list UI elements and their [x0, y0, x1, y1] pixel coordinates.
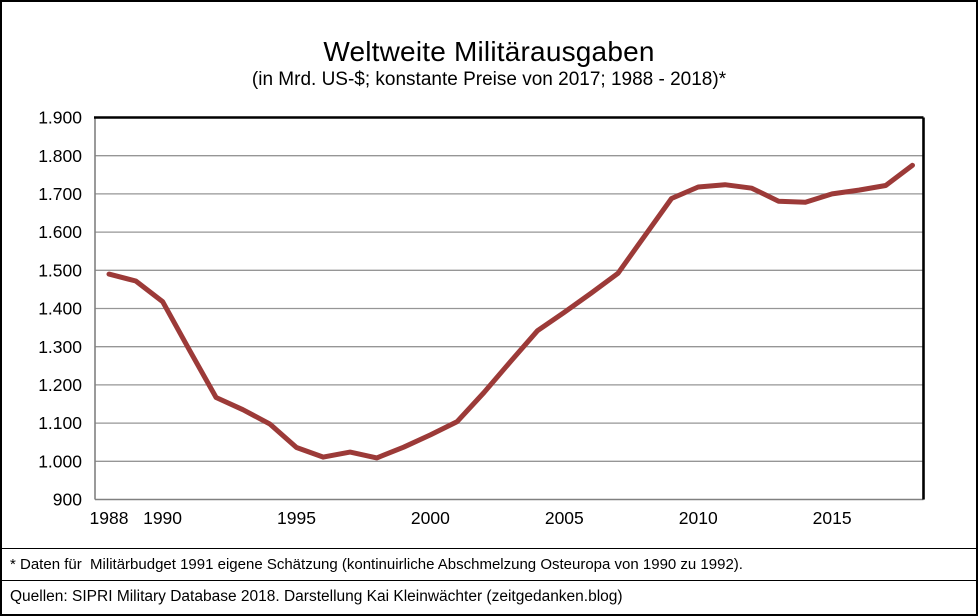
- y-tick-label-1.300: 1.300: [38, 337, 82, 357]
- x-tick-label-2010: 2010: [679, 508, 718, 528]
- y-tick-label-1.000: 1.000: [38, 451, 82, 471]
- y-tick-label-1.800: 1.800: [38, 146, 82, 166]
- chart-title: Weltweite Militärausgaben: [323, 36, 655, 67]
- chart-source: Quellen: SIPRI Military Database 2018. D…: [2, 580, 976, 614]
- y-tick-label-1.600: 1.600: [38, 222, 82, 242]
- chart-footnote: * Daten für Militärbudget 1991 eigene Sc…: [2, 548, 976, 580]
- x-tick-label-2000: 2000: [411, 508, 450, 528]
- y-tick-label-1.200: 1.200: [38, 375, 82, 395]
- y-tick-label-1.500: 1.500: [38, 260, 82, 280]
- chart-subtitle: (in Mrd. US-$; konstante Preise von 2017…: [251, 69, 727, 90]
- x-tick-label-1988: 1988: [90, 508, 129, 528]
- data-line-military-expenditure: [106, 162, 915, 461]
- y-tick-label-900: 900: [53, 490, 82, 510]
- y-tick-label-1.100: 1.100: [38, 413, 82, 433]
- x-tick-label-1990: 1990: [143, 508, 182, 528]
- x-tick-label-2015: 2015: [813, 508, 852, 528]
- y-tick-label-1.900: 1.900: [38, 108, 82, 128]
- y-tick-label-1.400: 1.400: [38, 299, 82, 319]
- y-tick-label-1.700: 1.700: [38, 184, 82, 204]
- x-tick-label-1995: 1995: [277, 508, 316, 528]
- x-tick-label-2005: 2005: [545, 508, 584, 528]
